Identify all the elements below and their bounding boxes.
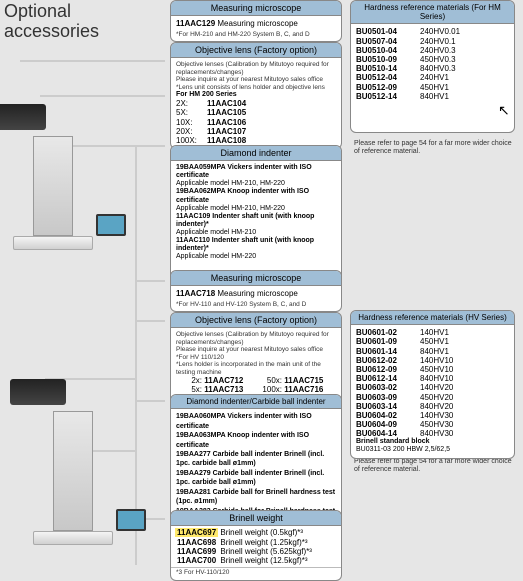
card-header: Hardness reference materials (HV Series): [351, 311, 514, 325]
card-hardness-hv: Hardness reference materials (HV Series)…: [350, 310, 515, 459]
series-label: For HM 200 Series: [176, 91, 336, 99]
card-header: Objective lens (Factory option): [171, 43, 341, 58]
product-name: Measuring microscope: [217, 19, 297, 28]
card-brinell: Brinell weight 11AAC697 Brinell weight (…: [170, 510, 342, 581]
table-row: BU0612-02140HV10: [356, 356, 509, 365]
connector-line: [40, 95, 165, 97]
table-row: BU0510-09450HV0.3: [356, 55, 509, 64]
product-code: 11AAC718: [176, 289, 215, 298]
table-row: BU0604-14840HV30: [356, 429, 509, 438]
card-measuring-microscope-1: Measuring microscope 11AAC129 Measuring …: [170, 0, 342, 42]
card-diamond-indenter-1: Diamond indenter 19BAA059MPA Vickers ind…: [170, 145, 342, 282]
list-item: 2X:11AAC104: [176, 99, 336, 108]
page-title: Optional accessories: [4, 2, 99, 42]
connector-line: [135, 320, 165, 322]
table-row: BU0601-14840HV1: [356, 347, 509, 356]
list-item: 19BAA277 Carbide ball indenter Brinell (…: [176, 450, 336, 469]
list-item: 10X:11AAC106: [176, 118, 336, 127]
title-line-2: accessories: [4, 21, 99, 41]
table-row: BU0604-02140HV30: [356, 411, 509, 420]
note: *For HV 110/120: [176, 354, 336, 361]
hardness-hv-table: BU0601-02140HV1BU0601-09450HV1BU0601-148…: [351, 325, 514, 457]
table-row: BU0603-02140HV20: [356, 383, 509, 392]
indenter-list: 19BAA059MPA Vickers indenter with ISO ce…: [176, 164, 336, 261]
note: Please inquire at your nearest Mitutoyo …: [176, 76, 336, 83]
brinell-list: 11AAC697 Brinell weight (0.5kgf)*³11AAC6…: [171, 526, 341, 567]
table-row: BU0507-04240HV0.1: [356, 37, 509, 46]
list-item: Applicable model HM-210, HM-220: [176, 205, 336, 213]
card-header: Diamond indenter: [171, 146, 341, 161]
product-photo-hm: [8, 100, 98, 250]
list-item: 11AAC698 Brinell weight (1.25kgf)*³: [175, 538, 337, 547]
table-row: BU0501-04240HV0.01: [356, 27, 509, 36]
product-photo-hv: [28, 375, 118, 545]
list-item: 19BAA281 Carbide ball for Brinell hardne…: [176, 488, 336, 507]
table-row: BU0612-14840HV10: [356, 374, 509, 383]
card-objective-lens-1: Objective lens (Factory option) Objectiv…: [170, 42, 342, 149]
table-row: BU0603-14840HV20: [356, 402, 509, 411]
table-row: BU0512-14840HV1: [356, 92, 509, 101]
list-item: 11AAC699 Brinell weight (5.625kgf)*³: [175, 547, 337, 556]
table-row: BU0510-14840HV0.3: [356, 64, 509, 73]
card-hardness-hm: Hardness reference materials (For HM Ser…: [350, 0, 515, 133]
list-item: 100X:11AAC108: [176, 136, 336, 145]
table-row: BU0601-02140HV1: [356, 328, 509, 337]
table-row: BU0612-09450HV10: [356, 365, 509, 374]
card-header: Brinell weight: [171, 511, 341, 526]
note: Objective lenses (Calibration by Mitutoy…: [176, 331, 336, 346]
product-note: *For HV-110 and HV-120 System B, C, and …: [176, 301, 306, 308]
objective-lens-list: 2X:11AAC1045X:11AAC10510X:11AAC10620X:11…: [176, 99, 336, 145]
table-row: BU0603-09450HV20: [356, 393, 509, 402]
list-item: 19BAA059MPA Vickers indenter with ISO ce…: [176, 164, 336, 180]
list-item: 5X:11AAC105: [176, 108, 336, 117]
connector-line: [20, 60, 165, 62]
list-item: 19BAA062MPA Knoop indenter with ISO cert…: [176, 188, 336, 204]
list-item: Applicable model HM-210, HM-220: [176, 180, 336, 188]
list-item: 50x: 11AAC715: [256, 376, 336, 385]
list-item: 19BAA279 Carbide ball indenter Brinell (…: [176, 469, 336, 488]
list-item: 11AAC700 Brinell weight (12.5kgf)*³: [175, 556, 337, 565]
card-header: Hardness reference materials (For HM Ser…: [351, 1, 514, 24]
table-row: BU0601-09450HV1: [356, 337, 509, 346]
list-item: 11AAC110 Indenter shaft unit (with knoop…: [176, 237, 336, 253]
mouse-cursor-icon: ↖: [498, 102, 510, 119]
note: Objective lenses (Calibration by Mitutoy…: [176, 61, 336, 76]
list-item: 19BAA060MPA Vickers indenter with ISO ce…: [176, 412, 336, 431]
list-item: 2x: 11AAC712: [176, 376, 256, 385]
product-note: *For HM-210 and HM-220 System B, C, and …: [176, 31, 310, 38]
product-name: Measuring microscope: [217, 289, 297, 298]
connector-line: [135, 145, 137, 565]
caption-hv: Please refer to page 54 for a far more w…: [354, 458, 514, 473]
card-header: Measuring microscope: [171, 271, 341, 286]
connector-line: [135, 400, 165, 402]
std-code: BU0311-03 200 HBW 2,5/62,5: [356, 446, 509, 454]
card-measuring-microscope-2: Measuring microscope 11AAC718 Measuring …: [170, 270, 342, 312]
table-row: BU0512-09450HV1: [356, 83, 509, 92]
list-item: 19BAA063MPA Knoop indenter with ISO cert…: [176, 431, 336, 450]
card-header: Objective lens (Factory option): [171, 313, 341, 328]
card-header: Diamond indenter/Carbide ball indenter: [171, 395, 341, 409]
note: *Lens holder is incorporated in the main…: [176, 361, 336, 376]
list-item: 20X:11AAC107: [176, 127, 336, 136]
brinell-footnote: *3 For HV-110/120: [171, 567, 341, 579]
card-header: Measuring microscope: [171, 1, 341, 16]
title-line-1: Optional: [4, 1, 71, 21]
product-code: 11AAC129: [176, 19, 215, 28]
note: Please inquire at your nearest Mitutoyo …: [176, 346, 336, 353]
list-item: Applicable model HM-220: [176, 253, 336, 261]
caption-hm: Please refer to page 54 for a far more w…: [354, 140, 514, 155]
table-row: BU0510-04240HV0.3: [356, 46, 509, 55]
note: *Lens unit consists of lens holder and o…: [176, 84, 336, 91]
table-row: BU0604-09450HV30: [356, 420, 509, 429]
list-item: Applicable model HM-210: [176, 229, 336, 237]
list-item: 11AAC697 Brinell weight (0.5kgf)*³: [175, 528, 337, 537]
connector-line: [135, 280, 165, 282]
std-label: Brinell standard block: [356, 438, 509, 446]
list-item: 11AAC109 Indenter shaft unit (with knoop…: [176, 213, 336, 229]
hardness-hm-table: BU0501-04240HV0.01BU0507-04240HV0.1BU051…: [351, 24, 514, 132]
table-row: BU0512-04240HV1: [356, 73, 509, 82]
